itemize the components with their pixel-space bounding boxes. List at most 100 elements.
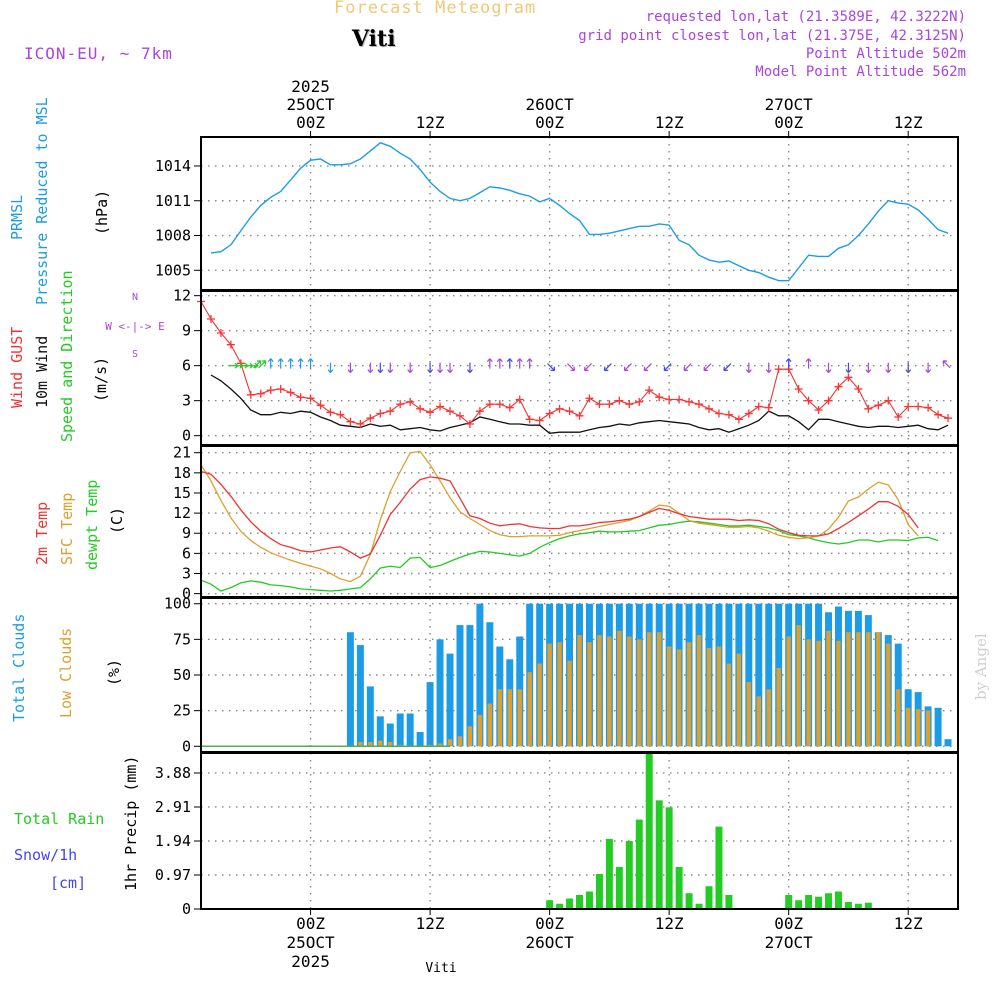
- wind-gust-point: [804, 396, 813, 405]
- wind-gust-point: [744, 409, 753, 418]
- model-label: ICON-EU, ~ 7km: [24, 44, 173, 63]
- low-cloud-bar: [686, 642, 692, 747]
- wind-gust-point: [625, 400, 634, 409]
- rain-bar: [605, 838, 613, 909]
- wind-gust-point: [565, 407, 574, 416]
- rain-bar: [675, 866, 683, 909]
- wind-gust-point: [545, 409, 554, 418]
- wind-gust-point: [864, 404, 873, 413]
- wind-gust-point: [226, 340, 235, 349]
- top-year-label: 2025: [291, 77, 330, 96]
- rain-bar: [625, 840, 633, 909]
- rain-bar: [864, 902, 872, 909]
- rain-bar: [705, 886, 713, 909]
- wind-ytick-label: 6: [182, 357, 191, 375]
- precip-ytick-label: 0: [182, 900, 191, 918]
- total-cloud-bar: [934, 707, 942, 747]
- bottom-date-label: 25OCT: [286, 933, 335, 952]
- wind-gust-point: [246, 390, 255, 399]
- wind-gust-point: [605, 400, 614, 409]
- low-cloud-bar: [647, 632, 652, 747]
- wind-gust-point: [675, 395, 684, 404]
- wind-gust-line: [200, 301, 949, 425]
- wind-gust-point: [874, 401, 883, 410]
- wind-gust-point: [436, 402, 445, 411]
- wind-direction-arrow: [496, 358, 503, 369]
- wind-gust-point: [575, 411, 584, 420]
- wind-gust-point: [525, 415, 534, 424]
- wind-gust-point: [555, 404, 564, 413]
- bottom-hour-label: 00Z: [535, 914, 564, 933]
- clouds-low-label: Low Clouds: [57, 628, 75, 718]
- wind-gust-point: [635, 397, 644, 406]
- wind-direction-arrow: [547, 363, 556, 372]
- low-cloud-bar: [756, 696, 761, 747]
- temp-2m-label: 2m Temp: [33, 502, 51, 565]
- rain-bar: [785, 894, 793, 909]
- wind-gust-point: [535, 416, 544, 425]
- wind-direction-arrow: [663, 363, 672, 372]
- wind-direction-arrow: [643, 363, 652, 372]
- wind-gust-point: [286, 388, 295, 397]
- low-cloud-bar: [836, 640, 841, 747]
- wind-direction-arrow: [258, 360, 267, 369]
- rain-bar: [725, 894, 733, 909]
- wind-gust-point: [834, 382, 843, 391]
- clouds-ytick-label: 100: [164, 595, 191, 613]
- wind-gust-point: [645, 386, 654, 395]
- temp-ytick-label: 3: [182, 565, 191, 583]
- low-cloud-bar: [736, 653, 742, 747]
- wind-10m-label: 10m Wind: [33, 336, 51, 408]
- rain-bar: [585, 891, 593, 909]
- rain-bar: [795, 900, 803, 909]
- wind-gust-point: [206, 315, 215, 323]
- low-cloud-bar: [856, 632, 861, 747]
- grid-point-coords: grid point closest lon,lat (21.375E, 42.…: [578, 28, 966, 44]
- model-altitude: Model Point Altitude 562m: [755, 64, 966, 80]
- low-cloud-bar: [876, 632, 881, 747]
- low-cloud-bar: [906, 707, 911, 747]
- low-cloud-bar: [378, 740, 383, 747]
- wind-direction-arrow: [683, 363, 692, 372]
- top-hour-label: 00Z: [535, 113, 564, 132]
- wind-direction-arrow: [925, 362, 932, 374]
- clouds-ytick-label: 75: [173, 630, 191, 648]
- total-cloud-bar: [406, 713, 414, 747]
- wind-direction-arrow: [486, 358, 493, 369]
- wind-direction-arrow: [347, 362, 354, 374]
- wind-gust-point: [695, 400, 704, 409]
- temp-unit-label: (C): [108, 507, 126, 534]
- top-date-label: 27OCT: [765, 95, 814, 114]
- total-cloud-bar: [416, 732, 424, 747]
- wind-direction-arrow: [297, 358, 304, 369]
- precip-rain-label: Total Rain: [14, 810, 104, 828]
- prmsl-label: PRMSL: [8, 195, 26, 240]
- wind-gust-point: [894, 413, 903, 421]
- clouds-ytick-label: 25: [173, 702, 191, 720]
- rain-bar: [715, 826, 723, 909]
- low-cloud-bar: [467, 726, 473, 747]
- wind-gust-point: [884, 396, 893, 405]
- wind-direction-arrow: [723, 363, 732, 372]
- wind-gust-point: [814, 406, 823, 414]
- low-cloud-bar: [537, 663, 542, 747]
- wind-direction-arrow: [785, 358, 792, 369]
- wind-frame: [200, 290, 959, 446]
- total-cloud-bar: [396, 713, 404, 747]
- wind-direction-arrow: [516, 358, 523, 369]
- temp-dew-label: dewpt Temp: [83, 480, 101, 570]
- bottom-date-label: 26OCT: [526, 933, 575, 952]
- wind-gust-point: [465, 420, 474, 428]
- wind-gust-point: [216, 329, 225, 337]
- wind-gust-point: [316, 401, 325, 410]
- temp-sfc-label: SFC Temp: [58, 493, 76, 565]
- low-cloud-bar: [666, 646, 672, 747]
- low-cloud-bar: [577, 635, 582, 747]
- wind-gust-point: [485, 400, 494, 409]
- wind-direction-arrow: [567, 363, 576, 372]
- wind-direction-arrow: [407, 362, 414, 374]
- total-cloud-bar: [476, 603, 484, 747]
- temp-ytick-label: 0: [182, 585, 191, 603]
- total-cloud-bar: [456, 625, 464, 747]
- precip-unit-label: 1hr Precip (mm): [122, 756, 140, 891]
